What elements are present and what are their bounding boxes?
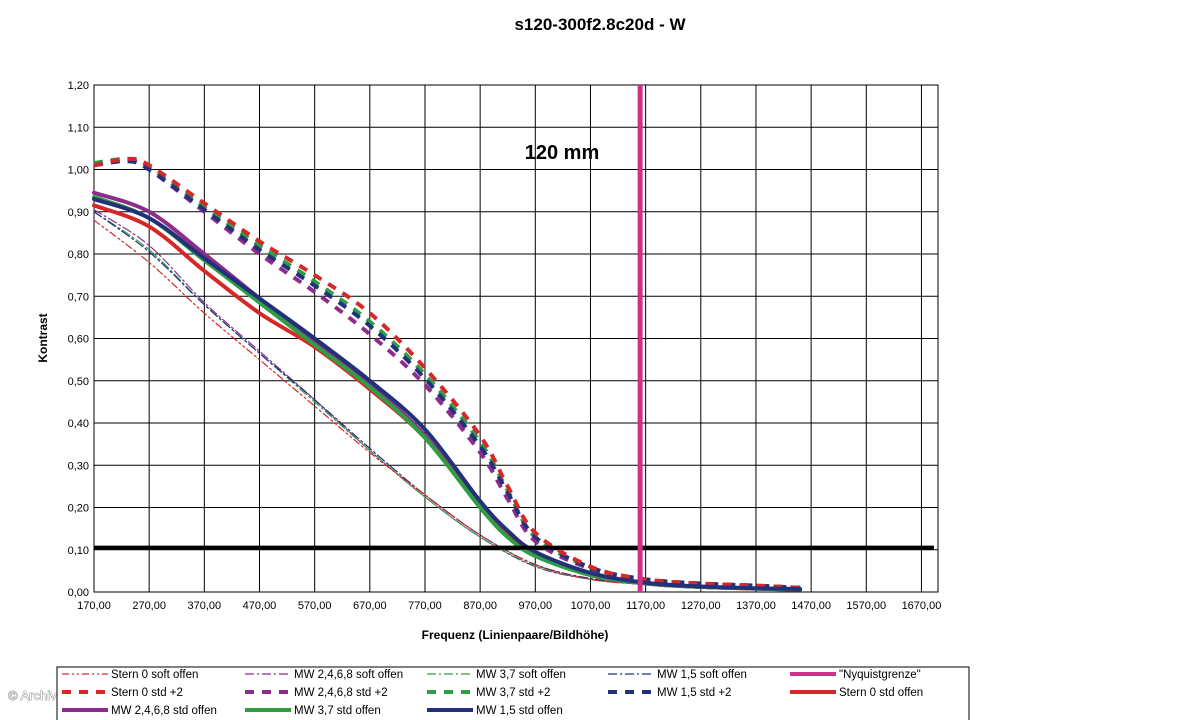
y-tick-label: 0,10 [68,545,89,557]
y-tick-label: 0,90 [68,207,89,219]
legend-entry: MW 3,7 std +2 [476,687,550,699]
x-tick-label: 1370,00 [736,600,776,612]
x-tick-label: 270,00 [132,600,166,612]
x-axis-label: Frequenz (Linienpaare/Bildhöhe) [422,628,609,642]
x-tick-label: 1570,00 [846,600,886,612]
series-line-12 [92,197,803,592]
y-tick-label: 1,10 [68,122,89,134]
grid-lines [93,84,938,593]
series-lines [92,156,803,592]
y-tick-label: 0,70 [68,291,89,303]
y-tick-label: 0,60 [68,334,89,346]
x-tick-label: 1470,00 [791,600,831,612]
x-tick-label: 670,00 [353,600,387,612]
legend-entry: MW 2,4,6,8 soft offen [294,669,403,681]
y-tick-label: 0,00 [68,587,89,599]
y-tick-label: 0,40 [68,418,89,430]
focal-length-annotation: 120 mm [525,142,600,164]
x-tick-label: 1670,00 [902,600,942,612]
x-tick-label: 370,00 [187,600,221,612]
legend-entry: MW 3,7 std offen [294,705,381,717]
x-tick-label: 170,00 [77,600,111,612]
legend-entry: MW 2,4,6,8 std +2 [294,687,388,699]
y-tick-label: 0,80 [68,249,89,261]
x-tick-label: 570,00 [298,600,332,612]
x-tick-label: 1170,00 [626,600,665,612]
legend-entry: Stern 0 std offen [839,687,923,699]
copyright-watermark: © Archiv [8,688,57,703]
y-tick-label: 0,20 [68,503,89,515]
legend: Stern 0 soft offen MW 2,4,6,8 soft offen M… [56,666,970,720]
y-axis-label: Kontrast [36,313,50,362]
x-tick-labels: 170,00 270,00 370,00 470,00 570,00 670,00 770,… [77,600,941,612]
legend-entry: MW 1,5 std +2 [657,687,731,699]
x-tick-label: 970,00 [518,600,552,612]
legend-entry: MW 1,5 std offen [476,705,563,717]
legend-entry: MW 2,4,6,8 std offen [111,705,217,717]
y-tick-labels: 0,00 0,10 0,20 0,30 0,40 0,50 0,60 0,70 0,80 0,90… [68,80,89,599]
legend-entry: Stern 0 std +2 [111,687,183,699]
legend-entry: Stern 0 soft offen [111,669,198,681]
x-tick-label: 770,00 [408,600,442,612]
legend-entry: MW 3,7 soft offen [476,669,566,681]
x-tick-label: 870,00 [463,600,497,612]
series-line-5 [93,156,801,590]
chart-title: s120-300f2.8c20d - W [514,15,686,34]
y-tick-label: 1,20 [68,80,89,92]
legend-entry: "Nyquistgrenze" [839,669,921,681]
reference-lines [94,85,934,592]
y-tick-label: 0,30 [68,460,89,472]
series-line-8 [93,159,801,590]
x-tick-label: 1270,00 [681,600,721,612]
x-tick-label: 470,00 [243,600,277,612]
x-tick-label: 1070,00 [571,600,611,612]
y-tick-label: 1,00 [68,165,89,177]
y-tick-label: 0,50 [68,376,89,388]
legend-entry: MW 1,5 soft offen [657,669,747,681]
